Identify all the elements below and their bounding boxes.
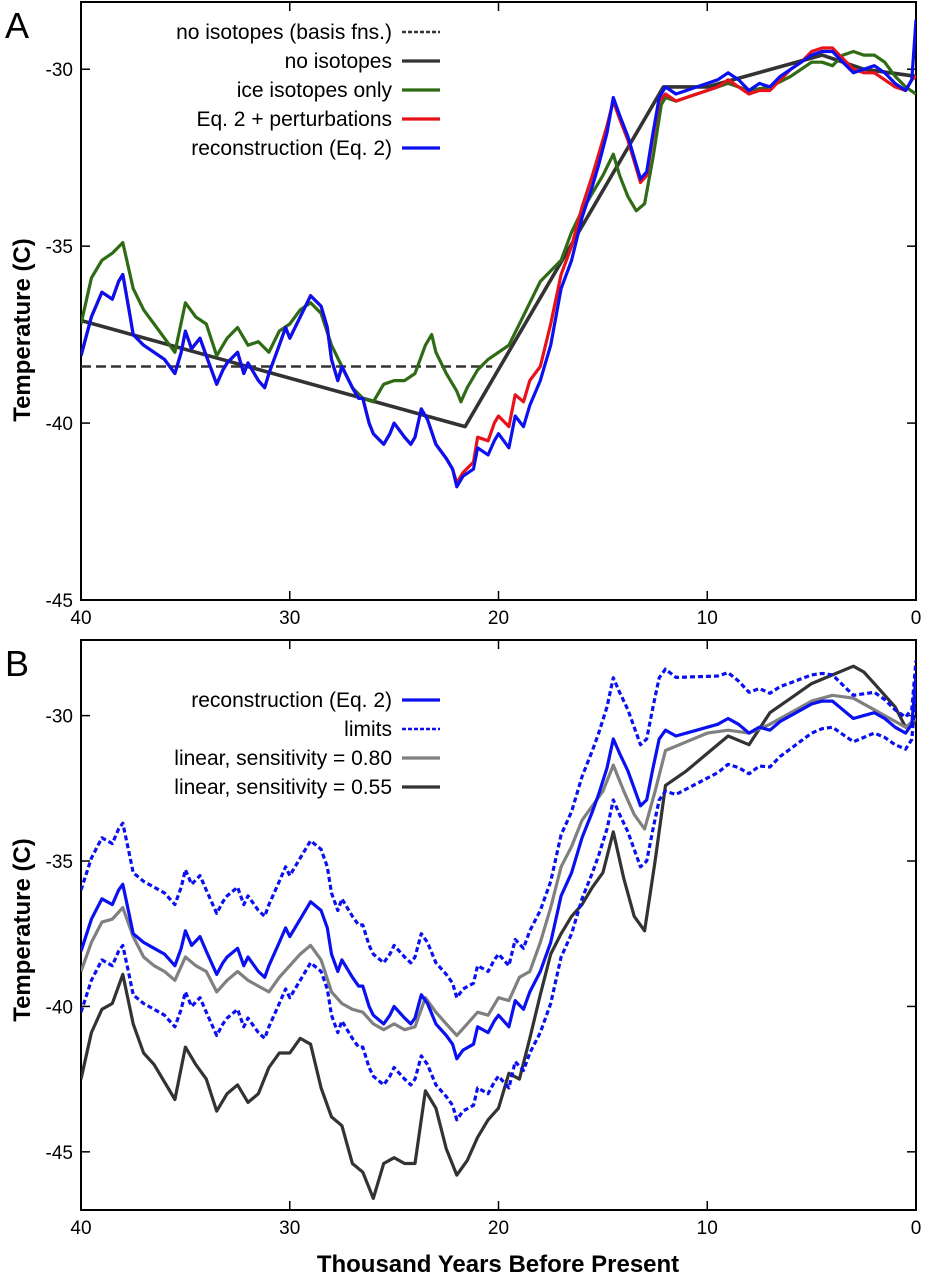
- x-tick-label: 20: [488, 1218, 509, 1239]
- panel-b-plot-area: 40 30 20 10 0 -45 -40 -35 -30: [46, 639, 922, 1239]
- series-line-ice-isotopes-only: [81, 49, 916, 404]
- legend-label: no isotopes (basis fns.): [176, 21, 392, 44]
- y-tick-label: -45: [46, 591, 73, 612]
- legend-label: reconstruction (Eq. 2): [191, 689, 392, 712]
- panel-b-letter: B: [5, 643, 29, 684]
- y-tick-label: -40: [46, 414, 73, 435]
- panel-b-ylabel: Temperature (C): [9, 838, 36, 1022]
- x-tick-label: 10: [697, 1218, 718, 1239]
- legend-label: Eq. 2 + perturbations: [196, 108, 392, 131]
- x-tick-label: 0: [911, 608, 922, 629]
- x-tick-label: 30: [279, 1218, 300, 1239]
- y-tick-label: -40: [46, 997, 73, 1018]
- x-tick-label: 10: [697, 608, 718, 629]
- series-line-linear-sensitivity-0-80: [81, 693, 916, 1038]
- y-tick-label: -30: [46, 707, 73, 728]
- legend-label: linear, sensitivity = 0.80: [174, 747, 392, 770]
- y-tick-label: -45: [46, 1143, 73, 1164]
- series-group: [81, 660, 916, 1201]
- legend-label: limits: [344, 718, 392, 741]
- panel-a: A Temperature (C) 40 30 20 10 0-45-40-35-30 …: [5, 1, 922, 629]
- series-line-limits-lower: [81, 689, 916, 1122]
- series-line-limits-upper: [81, 660, 916, 1000]
- x-tick-label: 40: [70, 608, 91, 629]
- series-line-reconstruction-eq-2: [81, 674, 916, 1061]
- panel-a-plot-area: 40 30 20 10 0 -45 -40 -35 -30: [46, 1, 922, 629]
- x-axis-title: Thousand Years Before Present: [317, 1251, 679, 1278]
- panel-b-legend: reconstruction (Eq. 2) limits linear, sens…: [174, 689, 440, 799]
- y-tick-label: -35: [46, 237, 73, 258]
- legend-label: ice isotopes only: [237, 79, 393, 102]
- series-line-reconstruction-eq-2: [81, 19, 916, 489]
- x-tick-label: 40: [70, 1218, 91, 1239]
- x-tick-label: 30: [279, 608, 300, 629]
- panel-b: B Temperature (C) 40 30 20 10 0-45-40-35-30 …: [5, 639, 922, 1239]
- series-line-linear-sensitivity-0-55: [81, 664, 916, 1201]
- x-tick-label: 20: [488, 608, 509, 629]
- panel-a-letter: A: [5, 5, 29, 46]
- y-tick-label: -35: [46, 852, 73, 873]
- y-tick-label: -30: [46, 60, 73, 81]
- series-group: [81, 19, 916, 489]
- legend-label: no isotopes: [285, 50, 392, 73]
- panel-a-ylabel: Temperature (C): [9, 238, 36, 422]
- x-tick-label: 0: [911, 1218, 922, 1239]
- legend-label: linear, sensitivity = 0.55: [174, 776, 392, 799]
- panel-a-legend: no isotopes (basis fns.) no isotopes ice i…: [176, 21, 440, 160]
- plot-frame: [80, 1, 917, 601]
- legend-label: reconstruction (Eq. 2): [191, 137, 392, 160]
- plot-frame: [80, 639, 917, 1211]
